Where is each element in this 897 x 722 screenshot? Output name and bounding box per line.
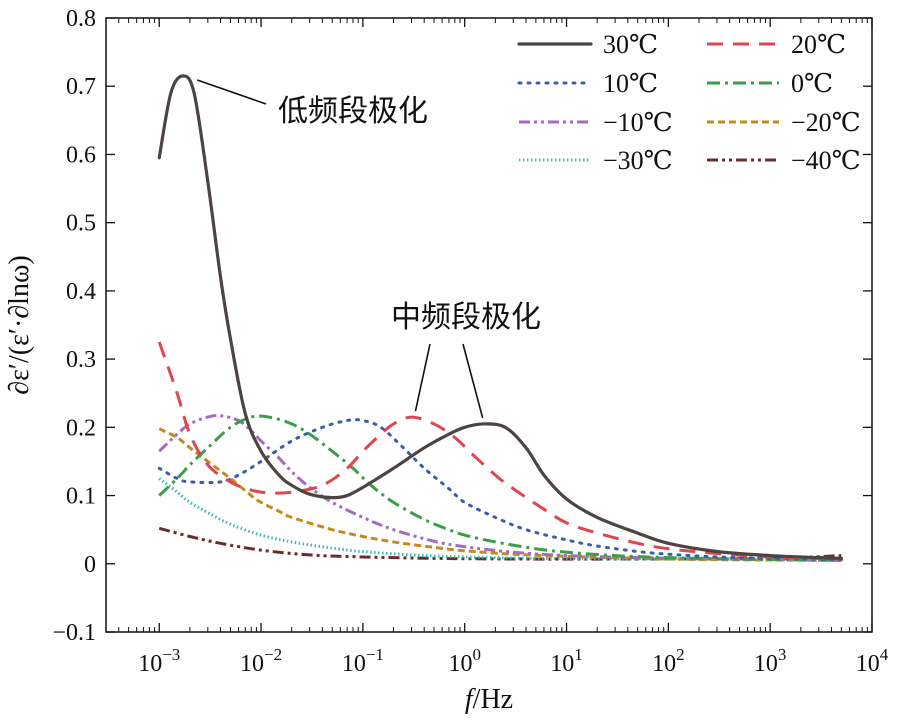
annotation-leader (196, 79, 267, 105)
series-line (158, 477, 842, 562)
x-tick-label: 103 (754, 645, 787, 677)
y-tick-label: 0.2 (66, 415, 96, 441)
y-tick-label: 0.6 (66, 142, 96, 168)
y-tick-label: 0.4 (66, 279, 96, 305)
series-line (158, 414, 842, 562)
legend-label: 10℃ (603, 69, 658, 98)
plot-frame (105, 17, 873, 633)
series-lines (157, 74, 843, 562)
y-axis-label: ∂ε′/(ε′·∂lnω) (4, 255, 35, 394)
x-tick-label: 10−3 (138, 645, 180, 677)
y-tick-label: −0.1 (52, 620, 96, 646)
y-tick-label: 0.7 (66, 74, 96, 100)
x-tick-label: 104 (856, 645, 889, 677)
series-line (157, 74, 843, 560)
series-line (158, 414, 842, 562)
y-tick-label: 0.3 (66, 347, 96, 373)
y-tick-label: 0.8 (66, 6, 96, 32)
series-line (158, 427, 842, 562)
legend-label: −30℃ (603, 146, 673, 175)
annotation-leader (462, 343, 484, 419)
y-tick-label: 0 (84, 552, 96, 578)
x-tick-label: 101 (550, 645, 583, 677)
x-tick-label: 102 (652, 645, 685, 677)
axis-ticks (105, 17, 873, 633)
legend-label: 30℃ (603, 30, 658, 59)
series-line (157, 418, 843, 562)
legend-label: 0℃ (791, 69, 833, 98)
legend-label: −10℃ (603, 108, 673, 137)
legend: 30℃ 20℃ 10℃ 0℃ −10℃ −20℃ −30℃ −40℃ (517, 30, 861, 175)
x-tick-labels: 10−3 10−2 10−1 100 101 102 103 104 (138, 645, 889, 677)
x-tick-label: 10−2 (240, 645, 282, 677)
legend-label: −40℃ (791, 146, 861, 175)
y-tick-label: 0.1 (66, 484, 96, 510)
annotation-label: 中频段极化 (391, 300, 541, 335)
annotation-leader (414, 343, 431, 412)
x-axis-label: f/Hz (465, 684, 513, 715)
annotation-label: 低频段极化 (278, 94, 428, 129)
legend-label: −20℃ (791, 108, 861, 137)
legend-label: 20℃ (791, 30, 846, 59)
x-tick-label: 100 (448, 645, 481, 677)
x-tick-label: 10−1 (342, 645, 384, 677)
y-tick-label: 0.5 (66, 211, 96, 237)
y-tick-labels: −0.1 0 0.1 0.2 0.3 0.4 0.5 0.6 0.7 0.8 (52, 6, 96, 646)
